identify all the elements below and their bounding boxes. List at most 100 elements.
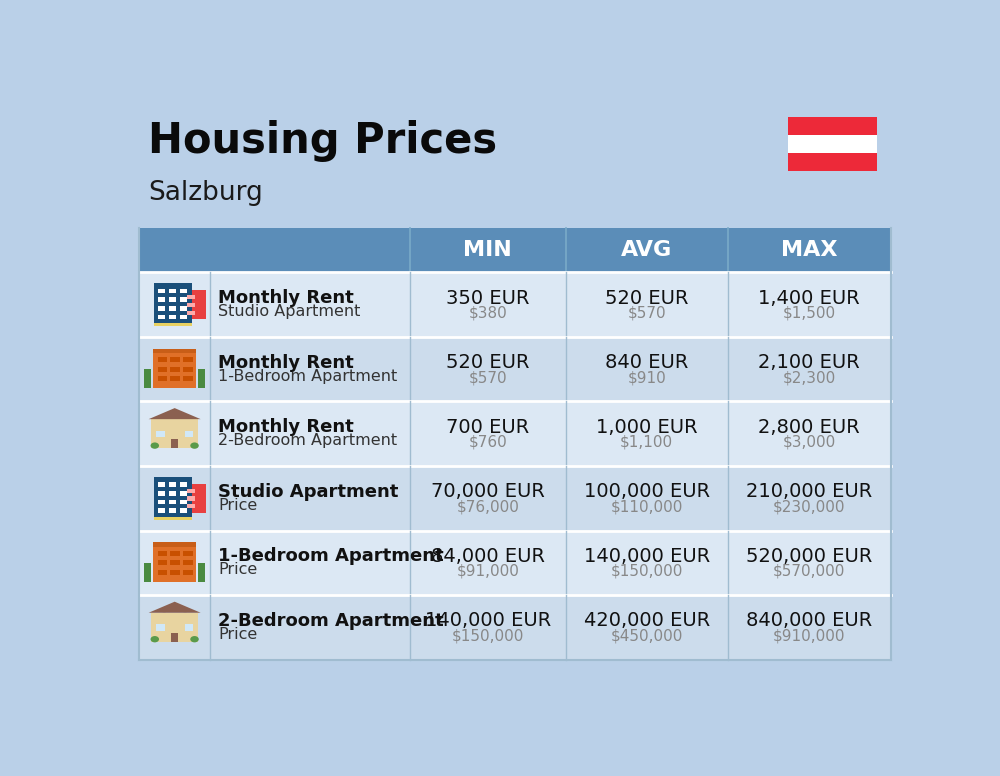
Ellipse shape [151, 636, 159, 643]
Text: $1,500: $1,500 [783, 306, 836, 320]
Text: Monthly Rent: Monthly Rent [218, 289, 354, 307]
Ellipse shape [181, 608, 189, 612]
Text: Price: Price [218, 627, 258, 642]
Text: MAX: MAX [781, 240, 837, 260]
Text: 840 EUR: 840 EUR [605, 353, 688, 372]
Bar [171, 439, 178, 449]
Bar [170, 367, 180, 372]
Bar [139, 337, 891, 401]
Text: Price: Price [218, 498, 258, 513]
Bar [158, 297, 165, 302]
Text: 700 EUR: 700 EUR [446, 417, 529, 437]
Bar [181, 290, 206, 319]
Bar [169, 289, 176, 293]
Ellipse shape [190, 442, 199, 449]
Text: $570,000: $570,000 [773, 563, 845, 579]
Text: 100,000 EUR: 100,000 EUR [584, 483, 710, 501]
Text: Salzburg: Salzburg [148, 180, 263, 206]
Bar [153, 542, 196, 547]
Ellipse shape [190, 636, 199, 643]
Bar [180, 306, 187, 310]
Text: $76,000: $76,000 [456, 499, 519, 514]
Text: 84,000 EUR: 84,000 EUR [431, 547, 545, 566]
Bar [153, 542, 196, 582]
Bar [169, 297, 176, 302]
Bar [169, 491, 176, 496]
Bar [180, 508, 187, 513]
Text: $570: $570 [468, 370, 507, 385]
Bar [158, 500, 165, 504]
Text: Studio Apartment: Studio Apartment [218, 304, 361, 319]
Bar [170, 560, 180, 565]
Bar [198, 369, 205, 388]
Bar [158, 570, 167, 575]
Bar [153, 348, 196, 388]
Bar [144, 369, 151, 388]
Bar [158, 551, 167, 556]
Text: $91,000: $91,000 [456, 563, 519, 579]
Text: 1,400 EUR: 1,400 EUR [758, 289, 860, 308]
Ellipse shape [181, 414, 189, 418]
Bar [187, 303, 195, 307]
Bar [183, 376, 193, 381]
Bar [788, 117, 877, 135]
Bar [169, 482, 176, 487]
Text: $1,100: $1,100 [620, 435, 673, 449]
Bar [158, 491, 165, 496]
Text: 2,800 EUR: 2,800 EUR [758, 417, 860, 437]
Text: 520 EUR: 520 EUR [446, 353, 530, 372]
Bar [144, 563, 151, 582]
Text: 350 EUR: 350 EUR [446, 289, 530, 308]
Text: Studio Apartment: Studio Apartment [218, 483, 399, 501]
Bar [183, 560, 193, 565]
Ellipse shape [151, 442, 159, 449]
Bar [187, 295, 195, 299]
Text: 840,000 EUR: 840,000 EUR [746, 611, 872, 630]
Text: 520,000 EUR: 520,000 EUR [746, 547, 872, 566]
Bar [158, 560, 167, 565]
Text: $3,000: $3,000 [783, 435, 836, 449]
Bar [139, 272, 891, 337]
Bar [158, 367, 167, 372]
Text: $230,000: $230,000 [773, 499, 845, 514]
Bar [158, 357, 167, 362]
Bar [183, 570, 193, 575]
Text: $570: $570 [627, 306, 666, 320]
Text: AVG: AVG [621, 240, 672, 260]
Bar [139, 401, 891, 466]
Bar [139, 531, 891, 595]
Bar [154, 283, 192, 327]
Text: 140,000 EUR: 140,000 EUR [584, 547, 710, 566]
Bar [180, 289, 187, 293]
Text: 1-Bedroom Apartment: 1-Bedroom Apartment [218, 547, 444, 566]
Text: 140,000 EUR: 140,000 EUR [425, 611, 551, 630]
Text: Monthly Rent: Monthly Rent [218, 418, 354, 436]
Bar [171, 632, 178, 642]
Text: MIN: MIN [463, 240, 512, 260]
Bar [185, 625, 193, 631]
Bar [183, 551, 193, 556]
Bar [158, 314, 165, 320]
Bar [788, 153, 877, 171]
Bar [183, 367, 193, 372]
Text: 2,100 EUR: 2,100 EUR [758, 353, 860, 372]
Text: $2,300: $2,300 [783, 370, 836, 385]
Bar [183, 357, 193, 362]
Bar [181, 483, 206, 513]
Bar [158, 508, 165, 513]
Bar [170, 551, 180, 556]
Text: $450,000: $450,000 [611, 629, 683, 643]
Bar [169, 508, 176, 513]
Bar [139, 595, 891, 660]
Bar [158, 376, 167, 381]
Text: $150,000: $150,000 [452, 629, 524, 643]
Bar [180, 297, 187, 302]
Bar [187, 504, 195, 508]
Text: 2-Bedroom Apartment: 2-Bedroom Apartment [218, 611, 444, 630]
Bar [180, 491, 187, 496]
Bar [169, 314, 176, 320]
Bar [170, 570, 180, 575]
Bar [158, 289, 165, 293]
Text: 2-Bedroom Apartment: 2-Bedroom Apartment [218, 433, 397, 449]
Text: Monthly Rent: Monthly Rent [218, 354, 354, 372]
